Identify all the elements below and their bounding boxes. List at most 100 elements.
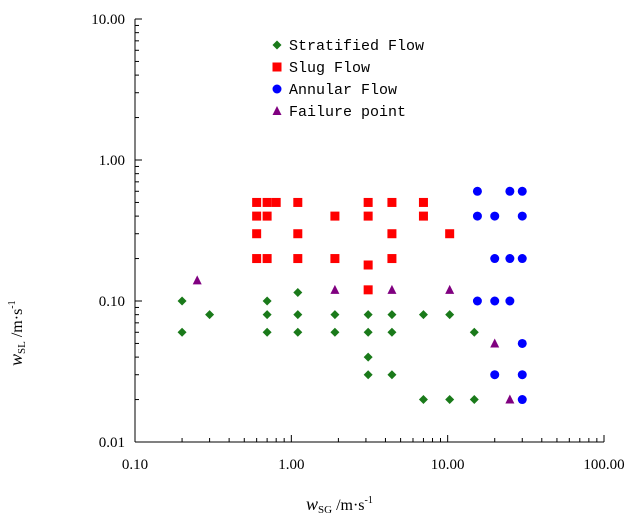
- stratified-flow-point: [418, 395, 428, 405]
- failure-point-point: [445, 284, 455, 294]
- stratified-flow-point: [387, 327, 397, 337]
- slug-flow-point: [262, 254, 272, 264]
- annular-flow-point: [517, 338, 527, 348]
- stratified-flow-point: [387, 310, 397, 320]
- annular-flow-point: [490, 211, 500, 221]
- slug-flow-point: [445, 229, 455, 239]
- stratified-flow-point: [262, 296, 272, 306]
- stratified-flow-point: [363, 327, 373, 337]
- slug-flow-point: [252, 229, 262, 239]
- stratified-flow-point: [293, 287, 303, 297]
- axes: [134, 18, 605, 443]
- failure-point-point: [192, 275, 202, 285]
- stratified-flow-point: [330, 310, 340, 320]
- annular-flow-point: [517, 211, 527, 221]
- slug-flow-point: [387, 197, 397, 207]
- stratified-flow-point: [293, 310, 303, 320]
- stratified-flow-point: [387, 370, 397, 380]
- y-axis-label-subscript: SL: [16, 341, 28, 354]
- legend-label-slug-flow: Slug Flow: [289, 60, 370, 77]
- slug-flow-point: [330, 211, 340, 221]
- slug-flow-point: [330, 254, 340, 264]
- x-tick-label: 0.10: [122, 457, 148, 473]
- annular-flow-point: [490, 296, 500, 306]
- legend-label-annular-flow: Annular Flow: [289, 82, 397, 99]
- legend: Stratified Flow Slug Flow Annular Flow Fail…: [272, 38, 424, 121]
- tick-labels: 0.10 1.00 10.00 100.00 0.01 0.10 1.00 10.00: [91, 12, 624, 473]
- slug-flow-point: [387, 229, 397, 239]
- slug-flow-point: [252, 211, 262, 221]
- y-tick-label: 10.00: [91, 12, 125, 28]
- annular-flow-point: [505, 254, 515, 264]
- slug-flow-point: [418, 197, 428, 207]
- stratified-flow-point: [469, 395, 479, 405]
- y-axis-label: wSL /m·s-1: [6, 300, 28, 366]
- y-axis-label-exponent: -1: [7, 300, 18, 309]
- slug-flow-point: [363, 285, 373, 295]
- stratified-flow-point: [445, 310, 455, 320]
- annular-flow-point: [517, 254, 527, 264]
- x-axis-label: wSG /m·s-1: [306, 494, 373, 516]
- x-axis-label-symbol: w: [306, 494, 319, 514]
- legend-marker-failure-point: [272, 106, 282, 115]
- stratified-flow-point: [262, 310, 272, 320]
- annular-flow-point: [505, 296, 515, 306]
- failure-point-point: [505, 394, 515, 404]
- stratified-flow-point: [363, 370, 373, 380]
- x-axis-label-subscript: SG: [318, 504, 333, 516]
- slug-flow-point: [293, 197, 303, 207]
- y-tick-label: 0.10: [99, 294, 125, 310]
- legend-marker-slug-flow: [272, 62, 282, 72]
- slug-flow-point: [252, 254, 262, 264]
- annular-flow-point: [517, 370, 527, 380]
- slug-flow-point: [387, 254, 397, 264]
- stratified-flow-point: [262, 327, 272, 337]
- x-tick-label: 100.00: [583, 457, 624, 473]
- stratified-flow-point: [445, 395, 455, 405]
- slug-flow-point: [418, 211, 428, 221]
- failure-point-point: [387, 284, 397, 294]
- annular-flow-point: [517, 186, 527, 196]
- y-tick-label: 0.01: [99, 435, 125, 451]
- legend-label-failure-point: Failure point: [289, 104, 406, 121]
- annular-flow-point: [505, 186, 515, 196]
- x-axis-label-exponent: -1: [364, 495, 373, 506]
- y-axis-label-symbol: w: [6, 353, 26, 366]
- data-points: [177, 186, 527, 405]
- slug-flow-point: [363, 260, 373, 270]
- stratified-flow-point: [293, 327, 303, 337]
- slug-flow-point: [363, 197, 373, 207]
- annular-flow-point: [472, 296, 482, 306]
- stratified-flow-point: [363, 352, 373, 362]
- slug-flow-point: [293, 254, 303, 264]
- annular-flow-point: [472, 211, 482, 221]
- slug-flow-point: [262, 211, 272, 221]
- failure-point-point: [330, 284, 340, 294]
- legend-marker-annular-flow: [272, 84, 282, 94]
- x-tick-label: 1.00: [278, 457, 304, 473]
- stratified-flow-point: [205, 310, 215, 320]
- y-axis-label-unit: /m·s: [9, 308, 26, 342]
- legend-marker-stratified-flow: [272, 40, 282, 50]
- annular-flow-point: [517, 395, 527, 405]
- slug-flow-point: [271, 197, 281, 207]
- x-tick-label: 10.00: [431, 457, 465, 473]
- x-axis-label-unit: /m·s: [332, 497, 365, 514]
- failure-point-point: [490, 338, 500, 348]
- slug-flow-point: [293, 229, 303, 239]
- slug-flow-point: [262, 197, 272, 207]
- stratified-flow-point: [177, 296, 187, 306]
- y-tick-label: 1.00: [99, 153, 125, 169]
- slug-flow-point: [252, 197, 262, 207]
- stratified-flow-point: [363, 310, 373, 320]
- annular-flow-point: [490, 254, 500, 264]
- legend-label-stratified-flow: Stratified Flow: [289, 38, 424, 55]
- annular-flow-point: [472, 186, 482, 196]
- slug-flow-point: [363, 211, 373, 221]
- stratified-flow-point: [469, 327, 479, 337]
- stratified-flow-point: [330, 327, 340, 337]
- stratified-flow-point: [177, 327, 187, 337]
- annular-flow-point: [490, 370, 500, 380]
- stratified-flow-point: [418, 310, 428, 320]
